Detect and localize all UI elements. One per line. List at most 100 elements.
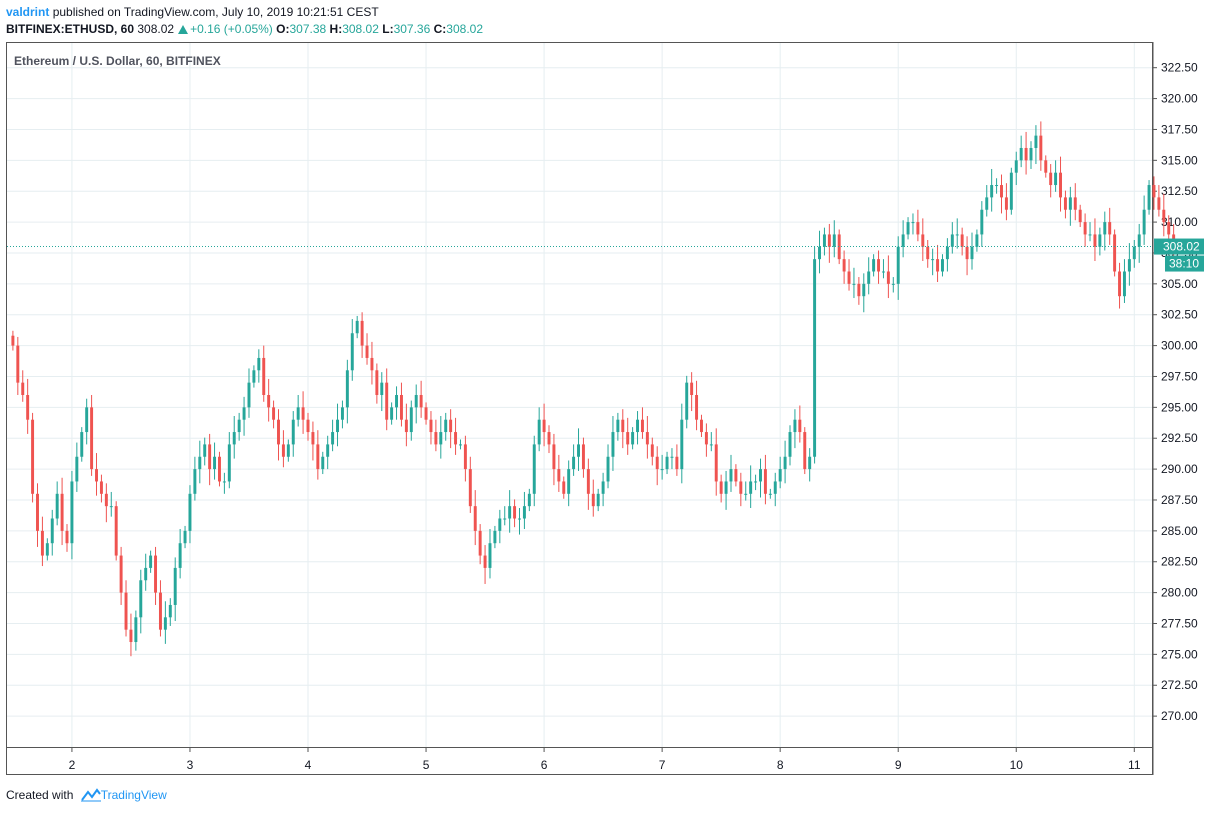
candle-body: [709, 444, 713, 446]
price-tick-label: 277.50: [1161, 616, 1198, 630]
last-price: 308.02: [137, 22, 175, 36]
candle-body: [547, 432, 551, 445]
candle-body: [906, 222, 910, 235]
candle-body: [454, 432, 458, 445]
candle-body: [449, 419, 453, 433]
close-value: 308.02: [446, 22, 483, 36]
candle-body: [21, 382, 25, 395]
candle-body: [606, 456, 610, 482]
publisher-username[interactable]: valdrint: [6, 5, 50, 19]
candle-body: [931, 259, 935, 261]
candle-body: [90, 407, 94, 470]
candle-body: [1034, 135, 1038, 148]
candle-body: [660, 469, 664, 471]
candle-body: [611, 432, 615, 457]
candle-body: [1054, 172, 1058, 186]
price-chart[interactable]: 322.50 320.00 317.50 315.00 312.50 310.00 307.…: [0, 0, 1214, 780]
candle-body: [852, 283, 856, 285]
candle-body: [768, 493, 772, 495]
candle-body: [281, 444, 285, 457]
candle-body: [518, 518, 521, 520]
candle-body: [345, 370, 349, 408]
candle-body: [995, 185, 999, 187]
candle-body: [591, 493, 595, 507]
up-arrow-icon: [178, 25, 189, 34]
candle-body: [227, 444, 231, 482]
candle-body: [680, 419, 684, 470]
tradingview-logo-icon: [80, 788, 101, 802]
candle-body: [532, 444, 536, 494]
candle-body: [390, 407, 394, 420]
candle-body: [316, 444, 320, 470]
time-tick-label: 2: [69, 758, 76, 772]
candle-body: [911, 222, 915, 224]
candle-body: [124, 592, 128, 630]
candle-body: [80, 432, 84, 457]
candle-body: [414, 395, 418, 408]
time-tick-label: 3: [187, 758, 194, 772]
candle-body: [886, 271, 890, 284]
candle-body: [1157, 197, 1161, 210]
candle-body: [478, 530, 482, 556]
candle-body: [439, 432, 443, 445]
candle-body: [754, 481, 758, 483]
candle-body: [104, 493, 108, 507]
price-tick-label: 297.50: [1161, 369, 1198, 383]
candle-body: [891, 283, 895, 285]
time-tick-label: 4: [305, 758, 312, 772]
current-price-label: 308.02: [1163, 240, 1200, 254]
candle-body: [419, 395, 423, 408]
price-tick-label: 317.50: [1161, 122, 1198, 136]
candle-body: [960, 234, 964, 247]
candle-body: [1049, 172, 1053, 186]
price-tick-label: 290.00: [1161, 462, 1198, 476]
candle-body: [847, 271, 851, 284]
open-value: 307.38: [289, 22, 327, 36]
candle-body: [724, 481, 728, 494]
candle-body: [827, 234, 831, 247]
candle-body: [60, 493, 64, 531]
candle-body: [158, 592, 162, 630]
price-tick-label: 272.50: [1161, 678, 1198, 692]
footer: Created with TradingView: [6, 788, 167, 802]
candle-body: [129, 629, 133, 643]
candle-body: [321, 456, 325, 470]
price-change: +0.16 (+0.05%): [190, 22, 273, 36]
candle-body: [16, 345, 20, 383]
candle-body: [272, 407, 276, 420]
candle-body: [877, 259, 881, 272]
candle-body: [1004, 197, 1008, 210]
candle-body: [522, 506, 526, 519]
candle-body: [601, 481, 605, 494]
candle-body: [552, 444, 556, 470]
candle-body: [463, 444, 467, 470]
candle-body: [896, 246, 900, 284]
candle-body: [365, 345, 369, 358]
candle-body: [331, 432, 335, 445]
candle-body: [217, 456, 221, 482]
candle-body: [1083, 222, 1087, 235]
price-tick-label: 282.50: [1161, 555, 1198, 569]
candle-body: [40, 530, 44, 556]
candle-body: [257, 357, 261, 371]
candle-body: [458, 444, 462, 446]
candle-body: [232, 432, 236, 445]
candle-body: [729, 469, 733, 482]
candles: [11, 121, 1176, 657]
candle-body: [818, 246, 821, 260]
candle-body: [1137, 234, 1141, 247]
tradingview-link[interactable]: TradingView: [100, 788, 167, 802]
candle-body: [237, 419, 241, 433]
candle-body: [655, 456, 659, 470]
candle-body: [562, 481, 566, 494]
candle-body: [139, 580, 143, 618]
time-tick-label: 11: [1128, 758, 1141, 772]
time-tick-label: 10: [1010, 758, 1024, 772]
candle-body: [542, 419, 546, 433]
candle-body: [286, 444, 290, 457]
price-tick-label: 310.00: [1161, 215, 1198, 229]
candle-body: [763, 469, 767, 494]
price-tick-label: 292.50: [1161, 431, 1198, 445]
candle-body: [31, 419, 35, 494]
candle-body: [808, 456, 812, 470]
